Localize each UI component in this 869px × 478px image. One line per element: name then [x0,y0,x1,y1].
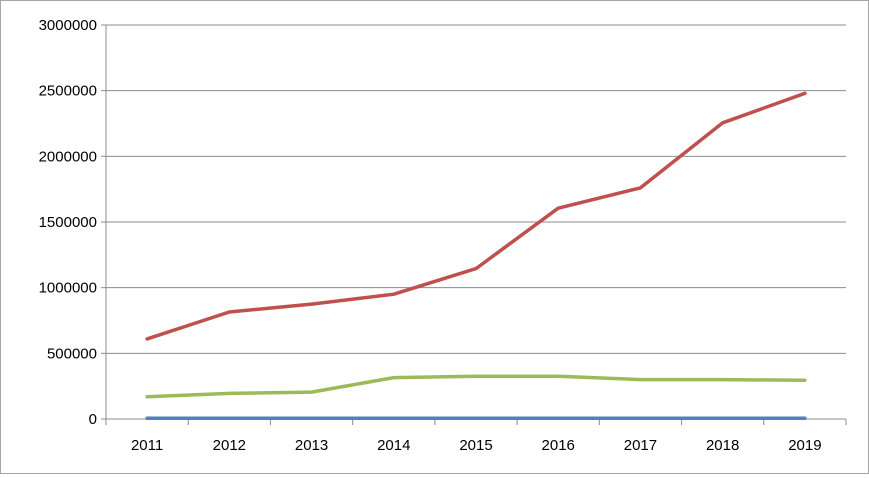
x-tick-label: 2016 [542,437,575,454]
y-tick-labels: 0 500000 1000000 1500000 2000000 2500000 30000… [39,17,97,428]
x-tick-label: 2011 [131,437,163,454]
axes [101,24,847,425]
y-tick-label: 1500000 [39,214,97,231]
series-lines [145,91,807,421]
x-tick-label: 2015 [459,437,492,454]
y-tick-label: 2000000 [39,148,97,165]
series-line-3 [145,374,807,399]
gridlines [106,24,846,354]
series-line-2 [145,91,807,341]
y-tick-label: 500000 [47,345,97,362]
x-tick-label: 2012 [213,437,246,454]
y-tick-label: 2500000 [39,83,97,100]
x-tick-label: 2017 [624,437,657,454]
x-tick-label: 2014 [377,437,410,454]
y-tick-label: 0 [89,411,97,428]
x-tick-label: 2019 [788,437,821,454]
x-tick-label: 2013 [295,437,328,454]
x-tick-labels: 2011 2012 2013 2014 2015 2016 2017 2018 2019 [131,437,822,454]
y-tick-label: 3000000 [39,17,97,34]
y-tick-label: 1000000 [39,280,97,297]
x-tick-label: 2018 [706,437,739,454]
